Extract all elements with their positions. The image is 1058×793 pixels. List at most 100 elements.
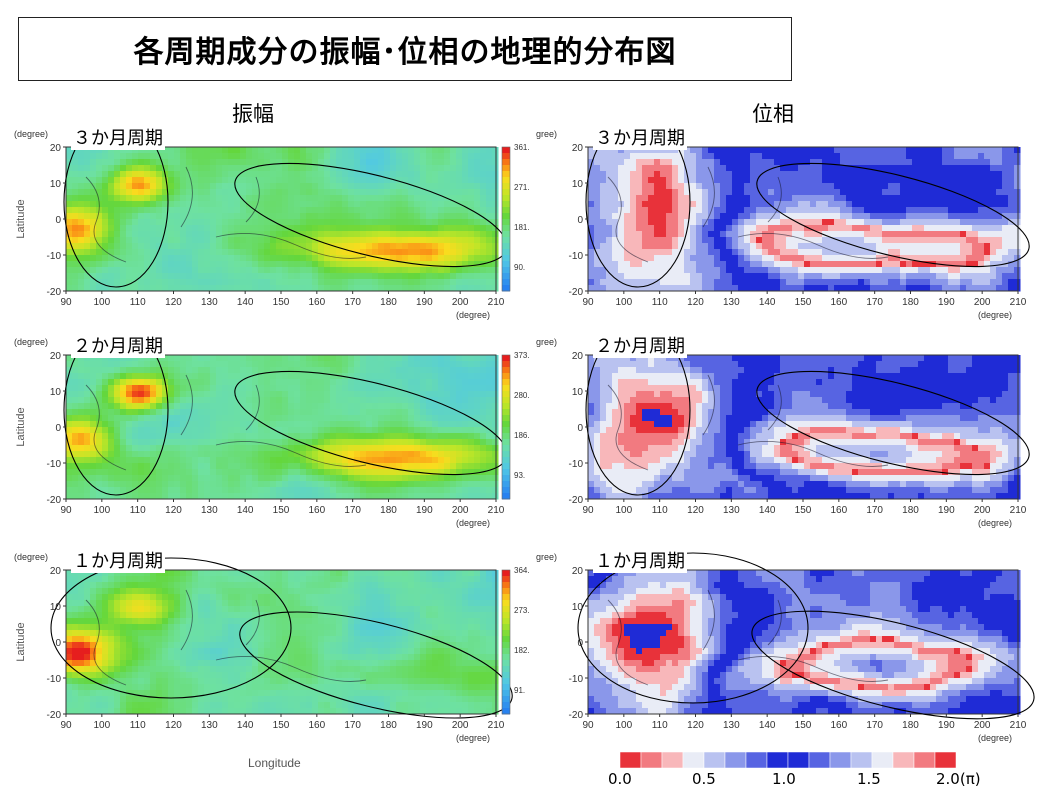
amp-period-label-1: ３か月周期	[71, 124, 165, 150]
y-degree-unit: (degree)	[14, 129, 48, 139]
lon-tick-label: 150	[795, 505, 812, 516]
lat-tick-label: -10	[47, 251, 62, 262]
phase-cb-label-05: 0.5	[692, 770, 716, 788]
amp-colorbar-label: 271.	[514, 183, 530, 192]
lon-tick-label: 160	[308, 505, 325, 516]
latitude-axis-label: Latitude	[15, 622, 27, 661]
phase-colorbar-cell	[682, 752, 705, 768]
lat-tick-label: -20	[569, 495, 584, 506]
lat-tick-label: 0	[577, 423, 583, 434]
x-degree-unit: (degree)	[456, 310, 490, 320]
phase-colorbar-cell	[640, 752, 663, 768]
x-degree-unit: (degree)	[978, 310, 1012, 320]
phase-cb-label-15: 1.5	[857, 770, 881, 788]
lon-tick-label: 180	[902, 505, 919, 516]
lon-tick-label: 170	[344, 297, 361, 308]
phase-colorbar-cell	[724, 752, 747, 768]
lon-tick-label: 110	[652, 505, 668, 516]
lon-tick-label: 210	[1010, 720, 1027, 731]
phase-colorbar-cell	[829, 752, 852, 768]
lon-tick-label: 190	[938, 720, 955, 731]
lon-tick-label: 170	[866, 505, 883, 516]
y-degree-unit: (degree)	[14, 337, 48, 347]
lon-tick-label: 190	[938, 297, 955, 308]
lat-tick-label: 20	[50, 351, 62, 362]
lon-tick-label: 200	[452, 297, 469, 308]
lon-tick-label: 140	[237, 720, 254, 731]
phase-colorbar	[620, 752, 956, 768]
phase-colorbar-cell	[745, 752, 768, 768]
lat-tick-label: 10	[572, 602, 584, 613]
lon-tick-label: 130	[723, 297, 740, 308]
lon-tick-label: 130	[723, 720, 740, 731]
lat-tick-label: 0	[55, 215, 61, 226]
amp-colorbar-label: 91.	[514, 686, 525, 695]
lon-tick-label: 140	[237, 505, 254, 516]
lon-tick-label: 130	[723, 505, 740, 516]
phase-colorbar-cell	[934, 752, 956, 768]
lon-tick-label: 210	[488, 720, 505, 731]
phase-colorbar-cell	[892, 752, 915, 768]
lon-tick-label: 200	[974, 505, 991, 516]
lat-tick-label: 20	[50, 566, 62, 577]
lon-tick-label: 90	[582, 505, 594, 516]
amp-period-label-2: ２か月周期	[71, 332, 165, 358]
page-title: 各周期成分の振幅･位相の地理的分布図	[133, 35, 677, 70]
lat-tick-label: 10	[50, 602, 62, 613]
x-degree-unit: (degree)	[978, 733, 1012, 743]
lon-tick-label: 170	[344, 720, 361, 731]
lon-tick-label: 90	[582, 720, 594, 731]
lon-tick-label: 130	[201, 505, 218, 516]
lon-tick-label: 160	[830, 505, 847, 516]
lat-tick-label: -10	[47, 459, 62, 470]
lat-tick-label: 10	[572, 179, 584, 190]
lon-tick-label: 130	[201, 720, 218, 731]
lat-tick-label: -10	[569, 674, 584, 685]
amp-period-label-3: １か月周期	[71, 547, 165, 573]
phase-colorbar-cell	[850, 752, 873, 768]
phase-colorbar-cell	[661, 752, 684, 768]
lon-tick-label: 160	[308, 720, 325, 731]
lat-tick-label: 10	[572, 387, 584, 398]
lon-tick-label: 150	[795, 720, 812, 731]
lon-tick-label: 210	[1010, 505, 1027, 516]
lon-tick-label: 120	[165, 505, 182, 516]
lon-tick-label: 90	[60, 505, 72, 516]
amp-map-panel-3: 20 10 0 -10 -20 90 100 110 120 130 140 150 160 170 180…	[14, 548, 556, 764]
lon-tick-label: 180	[902, 720, 919, 731]
lon-tick-label: 150	[795, 297, 812, 308]
lon-tick-label: 170	[344, 505, 361, 516]
lon-tick-label: 140	[237, 297, 254, 308]
amp-colorbar-label: 93.	[514, 471, 525, 480]
phase-map-panel-3: 20 10 0 -10 -20 90 100 110 120 130 140 150 160 170 180…	[536, 548, 1058, 764]
lat-tick-label: 0	[577, 215, 583, 226]
latitude-axis-label: Latitude	[15, 199, 27, 238]
lon-tick-label: 150	[273, 720, 290, 731]
lon-tick-label: 200	[452, 720, 469, 731]
phase-colorbar-cell	[620, 752, 642, 768]
lon-tick-label: 120	[165, 297, 182, 308]
lat-tick-label: 10	[50, 387, 62, 398]
lon-tick-label: 180	[380, 505, 397, 516]
lon-tick-label: 180	[902, 297, 919, 308]
phase-period-label-1: ３か月周期	[593, 124, 687, 150]
y-degree-unit: gree)	[536, 129, 557, 139]
lon-tick-label: 100	[615, 297, 632, 308]
lon-tick-label: 190	[416, 297, 433, 308]
lon-tick-label: 100	[93, 505, 110, 516]
phase-colorbar-cell	[766, 752, 789, 768]
lat-tick-label: -10	[569, 251, 584, 262]
lon-tick-label: 110	[130, 720, 146, 731]
amp-colorbar-label: 364.	[514, 566, 530, 575]
lat-tick-label: 0	[55, 638, 61, 649]
lon-tick-label: 130	[201, 297, 218, 308]
lon-tick-label: 140	[759, 720, 776, 731]
lon-tick-label: 110	[652, 720, 668, 731]
lon-tick-label: 170	[866, 720, 883, 731]
lon-tick-label: 200	[974, 720, 991, 731]
lat-tick-label: 20	[572, 143, 584, 154]
phase-period-label-2: ２か月周期	[593, 332, 687, 358]
lat-tick-label: -10	[569, 459, 584, 470]
lon-tick-label: 150	[273, 505, 290, 516]
phase-map-panel-2: 20 10 0 -10 -20 90 100 110 120 130 140 150 160 170 180…	[536, 333, 1058, 549]
